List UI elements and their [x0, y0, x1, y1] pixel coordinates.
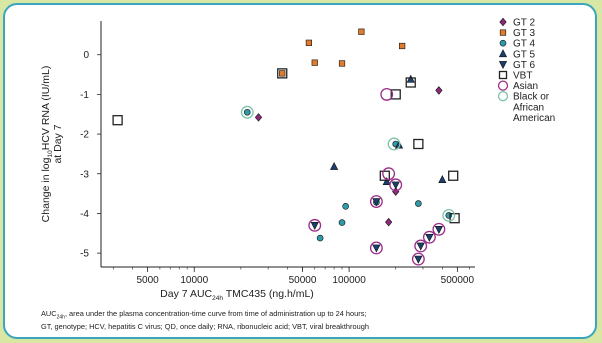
y-tick-label: -5 — [80, 249, 89, 260]
y-tick-label: -4 — [80, 209, 89, 220]
asian-marker — [308, 218, 322, 232]
point-gt6 — [372, 244, 381, 253]
x-tick-label: 10000 — [180, 275, 208, 286]
footnote-line-2: GT, genotype; HCV, hepatitis C virus; QD… — [41, 322, 369, 332]
point-gt3 — [311, 59, 318, 66]
asian-marker — [369, 195, 383, 208]
y-tick-label: -1 — [80, 90, 89, 101]
legend-label: GT 4 — [513, 39, 535, 50]
point-gt3 — [305, 39, 312, 46]
black-african-american-marker — [387, 137, 401, 151]
point-gt4 — [342, 202, 349, 210]
legend-label: GT 5 — [513, 49, 535, 60]
point-gt6 — [414, 255, 423, 264]
x-tick-label: 50000 — [289, 275, 317, 286]
asian-marker — [382, 167, 396, 181]
vbt-marker — [379, 170, 390, 181]
point-gt5 — [394, 140, 404, 149]
vbt-marker — [448, 170, 459, 181]
y-tick-label: 0 — [83, 50, 89, 61]
legend-symbol — [498, 49, 508, 58]
point-gt4 — [316, 234, 324, 242]
legend-label: GT 2 — [513, 18, 535, 29]
point-gt4 — [243, 108, 251, 116]
point-gt3 — [399, 42, 406, 50]
y-axis-label-line2: at Day 7 — [52, 124, 64, 163]
point-gt2 — [254, 113, 263, 122]
asian-marker — [380, 87, 394, 101]
legend-symbol — [499, 39, 507, 47]
point-gt5 — [438, 175, 447, 184]
x-tick-label: 5000 — [136, 275, 159, 286]
legend-symbol — [499, 29, 507, 36]
legend-label-continued: African — [513, 102, 544, 113]
point-gt3 — [279, 70, 286, 77]
point-gt5 — [382, 177, 391, 185]
point-gt3 — [358, 28, 365, 35]
black-african-american-marker — [240, 105, 254, 119]
vbt-marker — [413, 138, 424, 150]
chart-marks — [112, 28, 460, 266]
legend-symbol — [498, 61, 508, 70]
point-gt3 — [338, 60, 346, 67]
y-tick-label: -3 — [80, 169, 89, 180]
point-gt5 — [330, 161, 339, 170]
point-gt4 — [338, 219, 346, 226]
figure-panel: 5000 10000 50000 100000 500000 0 -1 -2 -3 -4 -5 GT… — [3, 3, 597, 339]
legend-symbol — [497, 80, 509, 91]
x-tick-label: 500000 — [441, 275, 475, 286]
legend-label: VBT — [513, 71, 532, 82]
asian-marker — [389, 178, 403, 192]
asian-marker — [432, 222, 446, 236]
legend-symbol — [498, 70, 508, 80]
legend-label-continued: American — [513, 113, 555, 124]
legend-label: GT 6 — [513, 60, 535, 71]
point-gt5 — [406, 74, 415, 83]
asian-marker — [414, 239, 428, 253]
legend-symbol — [497, 91, 509, 102]
vbt-marker — [390, 89, 401, 100]
legend-label: Black or — [513, 92, 550, 103]
footnote-line-1: AUC24h, area under the plasma concentrat… — [41, 309, 367, 321]
point-gt2 — [385, 217, 393, 227]
point-gt6 — [416, 242, 425, 251]
scatter-chart: 5000 10000 50000 100000 500000 0 -1 -2 -3 -4 -5 GT… — [40, 17, 555, 303]
legend-symbol — [499, 17, 507, 27]
asian-marker — [369, 241, 383, 255]
point-gt6 — [391, 181, 400, 190]
point-gt6 — [372, 198, 381, 207]
chart-axes: 5000 10000 50000 100000 500000 0 -1 -2 -3 -4 -5 — [80, 21, 475, 286]
vbt-marker — [112, 115, 123, 126]
point-gt6 — [425, 233, 434, 242]
vbt-marker — [277, 68, 288, 79]
legend-label: Asian — [513, 81, 538, 92]
footnote: AUC24h, area under the plasma concentrat… — [41, 309, 589, 332]
asian-marker — [422, 230, 436, 244]
black-african-american-marker — [442, 208, 456, 222]
x-tick-label: 100000 — [332, 275, 366, 286]
asian-marker — [411, 252, 425, 266]
y-tick-label: -2 — [80, 130, 89, 141]
vbt-marker — [405, 77, 416, 88]
y-axis-label: Change in log10HCV RNA (IU/mL) — [40, 66, 54, 223]
x-axis-label: Day 7 AUC24h TMC435 (ng.h/mL) — [160, 288, 314, 302]
legend-label: GT 3 — [513, 28, 535, 39]
point-gt4 — [415, 200, 422, 207]
point-gt2 — [435, 86, 443, 95]
point-gt6 — [310, 222, 319, 230]
point-gt6 — [434, 226, 443, 234]
